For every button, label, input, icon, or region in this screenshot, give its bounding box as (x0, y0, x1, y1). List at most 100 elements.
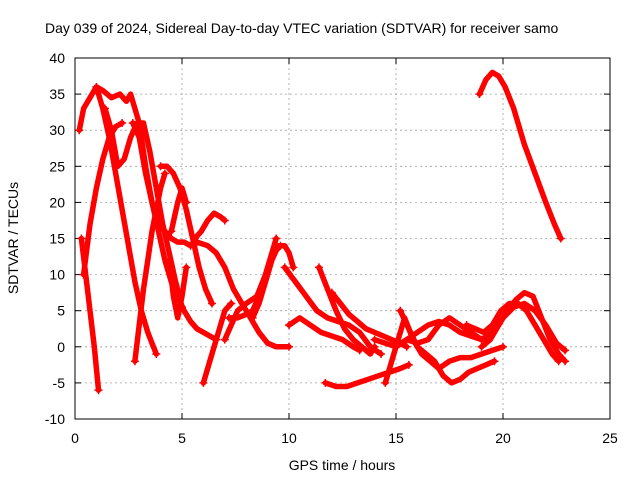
data-point-marker (79, 270, 88, 279)
series-line (286, 315, 363, 354)
data-point-marker (165, 256, 174, 265)
y-tick-label: 35 (49, 86, 65, 102)
y-axis-label: SDTVAR / TECUs (5, 182, 21, 294)
series-sat-13 (199, 299, 236, 387)
data-point-marker (207, 299, 216, 308)
series-sat-1 (75, 84, 195, 250)
y-tick-label: 40 (49, 50, 65, 66)
data-point-marker (220, 335, 229, 344)
x-tick-label: 0 (71, 430, 79, 446)
series-sat-12 (192, 238, 293, 351)
series-sat-4 (92, 82, 161, 359)
data-point-marker (92, 82, 101, 91)
series-sat-28 (475, 69, 565, 243)
data-point-marker (227, 299, 236, 308)
grid-lines (75, 58, 610, 419)
series-line (371, 300, 568, 354)
data-point-marker (280, 263, 289, 272)
chart-title: Day 039 of 2024, Sidereal Day-to-day VTE… (45, 20, 558, 36)
x-tick-label: 25 (602, 430, 618, 446)
data-point-marker (370, 342, 379, 351)
series-line (476, 69, 564, 242)
y-tick-label: 20 (49, 194, 65, 210)
series-sat-2 (77, 234, 103, 395)
data-point-marker (462, 321, 471, 330)
data-point-marker (370, 335, 379, 344)
data-point-marker (94, 386, 103, 395)
series-sat-7 (130, 169, 169, 366)
data-point-marker (272, 234, 281, 243)
series-sat-24 (396, 306, 499, 386)
x-tick-label: 15 (388, 430, 404, 446)
data-point-marker (327, 288, 336, 297)
data-point-marker (285, 342, 293, 351)
x-tick-label: 5 (178, 430, 186, 446)
x-tick-label: 10 (281, 430, 297, 446)
data-point-marker (402, 342, 411, 351)
series-line (478, 289, 568, 364)
series-sat-16 (248, 242, 298, 322)
data-point-marker (499, 342, 507, 351)
x-tick-label: 20 (495, 430, 511, 446)
series-line (102, 105, 185, 310)
data-series (75, 69, 570, 395)
y-tick-label: 0 (57, 339, 65, 355)
data-point-marker (75, 126, 84, 135)
series-sat-3 (79, 118, 127, 279)
data-point-marker (77, 234, 86, 243)
data-point-marker (377, 350, 386, 359)
y-tick-label: 10 (49, 267, 65, 283)
series-sat-25 (370, 300, 570, 355)
series-sat-18 (280, 263, 386, 359)
tick-labels: 0 5 10 15 20 25 -10 -5 0 5 10 15 20 25 30 35 40 (45, 50, 618, 446)
data-point-marker (396, 306, 405, 315)
series-line (281, 264, 384, 357)
data-point-marker (248, 313, 257, 322)
data-point-marker (152, 350, 161, 359)
series-line (194, 239, 292, 350)
series-line (397, 307, 498, 386)
data-point-marker (321, 378, 330, 387)
series-line (393, 315, 485, 350)
data-point-marker (314, 263, 323, 272)
data-point-marker (285, 321, 293, 330)
data-point-marker (490, 357, 499, 366)
data-point-marker (289, 263, 298, 272)
series-sat-14 (225, 234, 281, 322)
data-point-marker (561, 346, 570, 355)
y-tick-label: 30 (49, 122, 65, 138)
data-point-marker (167, 227, 176, 236)
data-point-marker (182, 263, 191, 272)
data-point-marker (220, 216, 229, 225)
series-line (322, 362, 412, 390)
series-line (132, 170, 168, 364)
series-line (166, 257, 190, 321)
series-sat-11 (190, 210, 229, 243)
series-sat-9 (165, 256, 191, 321)
data-point-marker (556, 234, 565, 243)
data-point-marker (160, 169, 169, 178)
series-line (93, 84, 160, 357)
data-point-marker (100, 104, 109, 113)
series-line (168, 185, 190, 235)
data-point-marker (404, 360, 413, 369)
data-point-marker (381, 378, 390, 387)
data-point-marker (182, 198, 191, 207)
series-sat-27 (477, 289, 570, 366)
series-line (200, 300, 234, 386)
series-line (249, 242, 297, 321)
data-point-marker (192, 238, 201, 247)
y-tick-label: -10 (45, 411, 65, 427)
data-point-marker (475, 90, 484, 99)
y-tick-label: 5 (57, 303, 65, 319)
x-axis-label: GPS time / hours (289, 457, 396, 473)
y-tick-label: -5 (53, 375, 66, 391)
data-point-marker (477, 342, 486, 351)
data-point-marker (561, 357, 570, 366)
data-point-marker (199, 378, 208, 387)
series-line (80, 120, 125, 278)
series-sat-8 (156, 162, 216, 308)
data-point-marker (130, 357, 139, 366)
y-tick-label: 25 (49, 158, 65, 174)
